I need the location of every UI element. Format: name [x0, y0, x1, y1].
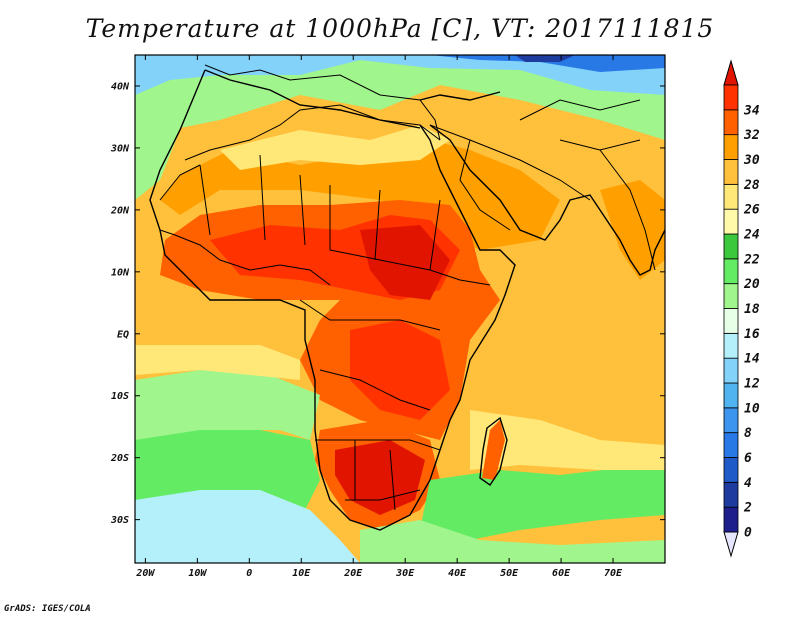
- lon-tick-label: 10E: [292, 568, 311, 579]
- colorbar-label: 22: [743, 252, 760, 267]
- colorbar-under-triangle: [723, 531, 739, 558]
- colorbar-swatch: [723, 208, 739, 235]
- colorbar-swatch: [723, 159, 739, 185]
- plot-frame: [134, 54, 666, 564]
- colorbar-swatch: [723, 134, 739, 160]
- colorbar-label: 14: [744, 352, 760, 367]
- lon-tick-label: 50E: [500, 568, 519, 579]
- colorbar-label: 18: [744, 302, 760, 317]
- colorbar-label: 2: [743, 501, 752, 516]
- colorbar-swatch: [723, 258, 739, 285]
- colorbar-label: 32: [743, 128, 760, 143]
- colorbar-swatch: [723, 283, 739, 309]
- lat-tick-label: 10S: [111, 391, 129, 402]
- colorbar-label: 28: [743, 178, 760, 193]
- colorbar-swatch: [723, 308, 739, 334]
- lon-tick-label: 0: [246, 568, 252, 579]
- colorbar-label: 30: [743, 153, 760, 168]
- colorbar-swatch: [723, 382, 739, 409]
- colorbar-label: 0: [744, 526, 752, 541]
- colorbar-over-triangle: [723, 59, 739, 86]
- lat-tick-label: 20N: [110, 205, 130, 216]
- colorbar-swatch: [723, 407, 739, 434]
- colorbar-label: 12: [744, 377, 760, 392]
- colorbar-swatch: [723, 432, 739, 458]
- temperature-field: [135, 55, 665, 563]
- country-borders: [159, 64, 656, 511]
- colorbar-label: 6: [744, 451, 752, 466]
- colorbar-swatch: [723, 84, 739, 111]
- lat-tick-label: 40N: [111, 81, 130, 92]
- lon-tick-label: 70E: [604, 568, 623, 579]
- colorbar-label: 16: [744, 327, 760, 342]
- lon-tick-label: 60E: [552, 568, 571, 579]
- colorbar-label: 24: [743, 228, 760, 243]
- map-title: Temperature at 1000hPa [C], VT: 20171118…: [85, 14, 715, 43]
- colorbar-swatch: [723, 481, 739, 508]
- colorbar-swatch: [723, 506, 739, 533]
- lon-tick-label: 20E: [343, 568, 363, 579]
- lat-tick-label: 30S: [110, 515, 129, 526]
- colorbar-swatch: [723, 332, 739, 359]
- lat-tick-label: 30N: [110, 143, 130, 154]
- colorbar-swatch: [723, 357, 739, 384]
- colorbar-swatch: [723, 233, 739, 260]
- lat-tick-label: 10N: [111, 267, 130, 278]
- colorbar-label: 4: [744, 476, 752, 491]
- credit-text: GrADS: IGES/COLA: [4, 604, 91, 614]
- lat-tick-label: EQ: [117, 329, 129, 340]
- colorbar-label: 8: [744, 426, 752, 441]
- lon-tick-label: 30E: [395, 568, 415, 579]
- lat-tick-label: 20S: [110, 453, 129, 464]
- lon-tick-label: 10W: [188, 568, 207, 579]
- colorbar-label: 26: [743, 203, 760, 218]
- colorbar-swatch: [723, 109, 739, 136]
- lon-tick-label: 20W: [135, 568, 155, 579]
- colorbar-label: 10: [744, 401, 760, 416]
- colorbar-label: 34: [743, 103, 760, 118]
- longitude-axis: 20W 10W 0 10E 20E 30E 40E 50E 60E 70E: [135, 55, 623, 579]
- colorbar-swatch: [723, 183, 739, 210]
- lon-tick-label: 40E: [448, 568, 467, 579]
- latitude-axis: 40N 30N 20N 10N EQ 10S 20S 30S: [110, 81, 665, 526]
- coastlines: [149, 69, 665, 531]
- colorbar-label: 20: [743, 277, 760, 292]
- colorbar-swatch: [723, 457, 739, 483]
